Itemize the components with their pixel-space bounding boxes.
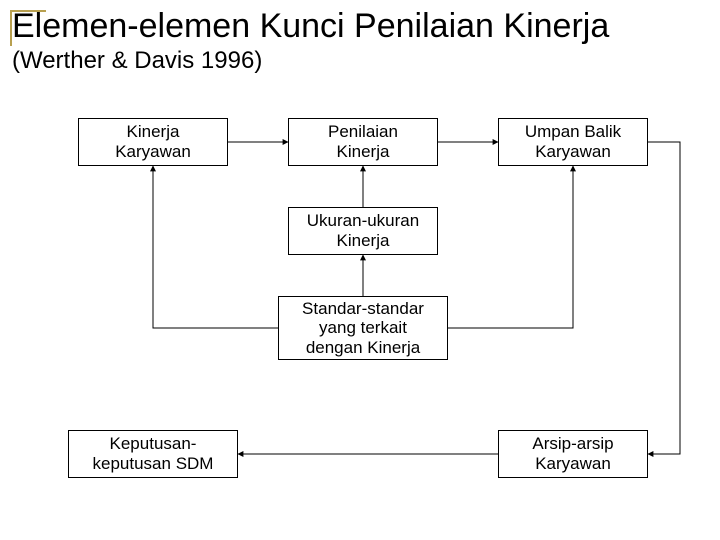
- title-main: Elemen-elemen Kunci Penilaian Kinerja: [12, 7, 609, 45]
- title-sub: (Werther & Davis 1996): [12, 47, 262, 74]
- node-umpan_balik: Umpan BalikKaryawan: [498, 118, 648, 166]
- node-ukuran_kinerja: Ukuran-ukuranKinerja: [288, 207, 438, 255]
- node-kinerja_karyawan: KinerjaKaryawan: [78, 118, 228, 166]
- node-standar_kinerja: Standar-standaryang terkaitdengan Kinerj…: [278, 296, 448, 360]
- node-arsip_karyawan: Arsip-arsipKaryawan: [498, 430, 648, 478]
- page-title: Elemen-elemen Kunci Penilaian Kinerja (W…: [12, 6, 692, 75]
- node-penilaian_kinerja: PenilaianKinerja: [288, 118, 438, 166]
- node-keputusan_sdm: Keputusan-keputusan SDM: [68, 430, 238, 478]
